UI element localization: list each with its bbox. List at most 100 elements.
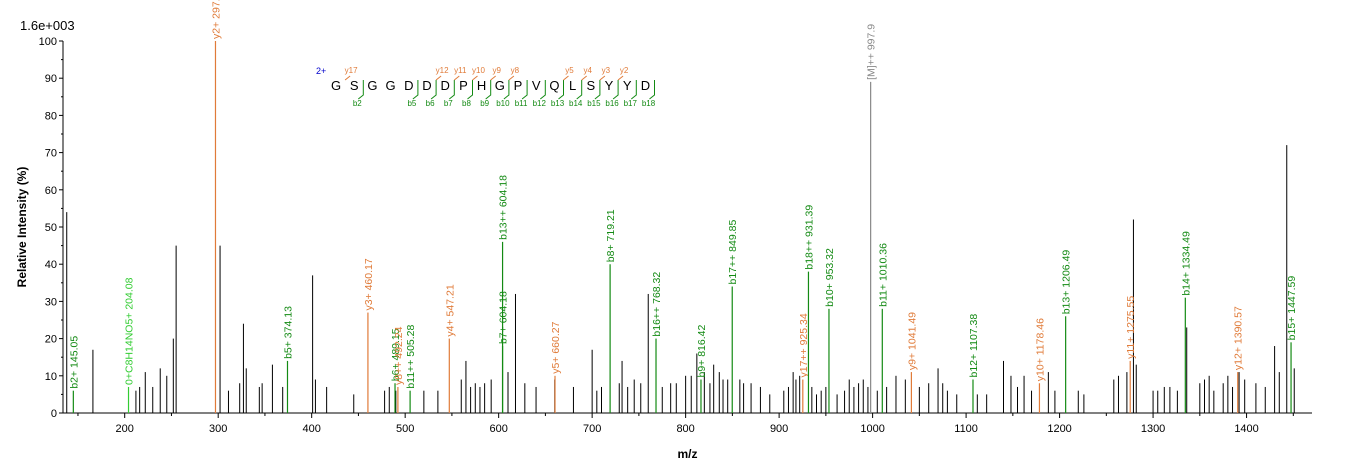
x-tick-label: 1300 (1141, 423, 1165, 435)
b-ion-label: b9 (480, 99, 489, 108)
y-tick-label: 20 (45, 334, 57, 346)
b-ion-bracket (558, 80, 564, 100)
x-tick-label: 800 (676, 423, 694, 435)
peak-label: y12+ 1390.57 (1233, 306, 1245, 370)
b-ion-label: b8 (462, 99, 471, 108)
y-axis-ticks: 0 10 20 30 40 50 60 70 80 90 100 (39, 36, 63, 420)
y-ion-label: y9 (492, 66, 501, 75)
labeled-peak-b: b6+ 489.15 (390, 328, 402, 413)
intensity-scale-label: 1.6e+003 (20, 18, 75, 33)
peak-label: b2+ 145.05 (68, 336, 80, 389)
peak-label: b11++ 505.28 (405, 324, 417, 388)
y-tick-label: 80 (45, 110, 57, 122)
b-ion-bracket (467, 80, 473, 100)
labeled-peak-b: b18++ 931.39 (803, 205, 815, 413)
labeled-peak-b: b17++ 849.85 (727, 220, 739, 413)
b-ion-bracket (576, 80, 583, 100)
y-tick-label: 40 (45, 259, 57, 271)
peak-label: b13++ 604.18 (498, 175, 510, 240)
sequence-residue: G (367, 78, 377, 93)
y-ion-bracket (435, 75, 442, 81)
b-ion-bracket (612, 80, 619, 100)
labeled-peak-y: y10+ 1178.46 (1034, 318, 1046, 413)
y-tick-label: 70 (45, 148, 57, 160)
x-tick-label: 900 (770, 423, 788, 435)
sequence-residue: Y (623, 78, 632, 93)
x-tick-label: 300 (209, 423, 227, 435)
sequence-residue: Q (549, 78, 559, 93)
b-ion-label: b5 (407, 99, 416, 108)
b-ion-label: b7 (444, 99, 453, 108)
x-tick-label: 600 (489, 423, 507, 435)
labeled-peak-y: y4+ 547.21 (444, 284, 456, 413)
b-ion-bracket (357, 80, 364, 100)
peak-label: y8++ 492.24 (393, 326, 405, 385)
x-tick-label: 1000 (860, 423, 884, 435)
x-axis-ticks: 200 300 400 500 600 700 800 900 1000 1100 1200 1300… (77, 413, 1294, 435)
x-tick-label: 1400 (1234, 423, 1258, 435)
sequence-residue: Y (605, 78, 614, 93)
y-tick-label: 60 (45, 185, 57, 197)
charge-state: 2+ (316, 66, 326, 76)
x-tick-label: 200 (116, 423, 134, 435)
b-ion-label: b16 (605, 99, 619, 108)
labeled-peak-y: y8++ 492.24 (393, 326, 405, 413)
labeled-peak-y: y12+ 1390.57 (1233, 306, 1245, 413)
sequence-residue: D (404, 78, 413, 93)
y-ion-bracket (581, 75, 588, 81)
peak-label: y5+ 660.27 (550, 321, 562, 373)
y-ion-bracket (453, 75, 460, 81)
b-ion-bracket (430, 80, 437, 100)
x-tick-label: 500 (396, 423, 414, 435)
y-ion-label: y11 (454, 66, 467, 75)
peak-label: b16++ 768.32 (651, 272, 663, 337)
b-ion-bracket (594, 80, 601, 100)
x-tick-label: 1100 (954, 423, 978, 435)
sequence-residue: G (386, 78, 396, 93)
x-axis-label: m/z (677, 447, 697, 461)
peak-label: y11+ 1275.55 (1125, 296, 1137, 359)
peak-label: b10+ 953.32 (824, 248, 836, 307)
labeled-peak-y: y9+ 1041.49 (906, 312, 918, 413)
sequence-residue: S (586, 78, 595, 93)
b-ion-label: b11 (515, 99, 528, 108)
labeled-peaks: b2+ 145.05 0+C8H14NO5+ 204.08 y2+ 297.1 b5+… (68, 0, 1298, 413)
labeled-peak-b: b14+ 1334.49 (1180, 231, 1192, 413)
sequence-residue: P (514, 78, 523, 93)
peak-label: y2+ 297.1 (210, 0, 222, 39)
labeled-peak-y: y3+ 460.17 (363, 258, 375, 413)
y-tick-label: 10 (45, 371, 57, 383)
sequence-residue: G (331, 78, 341, 93)
b-ion-bracket (448, 80, 455, 100)
b-ion-bracket (539, 80, 546, 100)
y-ion-label: y12 (436, 66, 449, 75)
peak-label: b18++ 931.39 (803, 205, 815, 270)
sequence-residue: G (495, 78, 505, 93)
y-tick-label: 50 (45, 222, 57, 234)
labeled-peak-y: y17++ 925.34 (798, 313, 810, 413)
labeled-peak-b: b2+ 145.05 (68, 336, 80, 413)
y-ion-bracket (472, 75, 478, 81)
y-ion-label: y8 (511, 66, 520, 75)
peak-label: b6+ 489.15 (390, 328, 402, 381)
y-ion-label: y3 (602, 66, 611, 75)
labeled-peak-y: y5+ 660.27 (550, 321, 562, 413)
sequence-residue: D (641, 78, 650, 93)
peak-label: b14+ 1334.49 (1180, 231, 1192, 296)
b-ion-label: b13 (551, 99, 565, 108)
peak-label: b7+ 604.18 (498, 291, 510, 344)
peak-label: b15+ 1447.59 (1286, 276, 1298, 341)
unassigned-peaks (66, 145, 1295, 413)
peak-label: b11+ 1010.36 (877, 243, 889, 307)
b-ion-bracket (485, 80, 492, 100)
peak-label: b13+ 1206.49 (1061, 250, 1073, 315)
peak-label: [M]++ 997.9 (866, 24, 878, 80)
peak-label: b17++ 849.85 (727, 220, 739, 285)
peak-label: y9+ 1041.49 (906, 312, 918, 370)
y-ion-bracket (508, 75, 515, 81)
sequence-residue: D (422, 78, 431, 93)
labeled-peak-precursor: [M]++ 997.9 (866, 24, 878, 413)
sequence-residue: D (441, 78, 450, 93)
y-tick-label: 90 (45, 73, 57, 85)
y-ion-label: y10 (472, 66, 485, 75)
